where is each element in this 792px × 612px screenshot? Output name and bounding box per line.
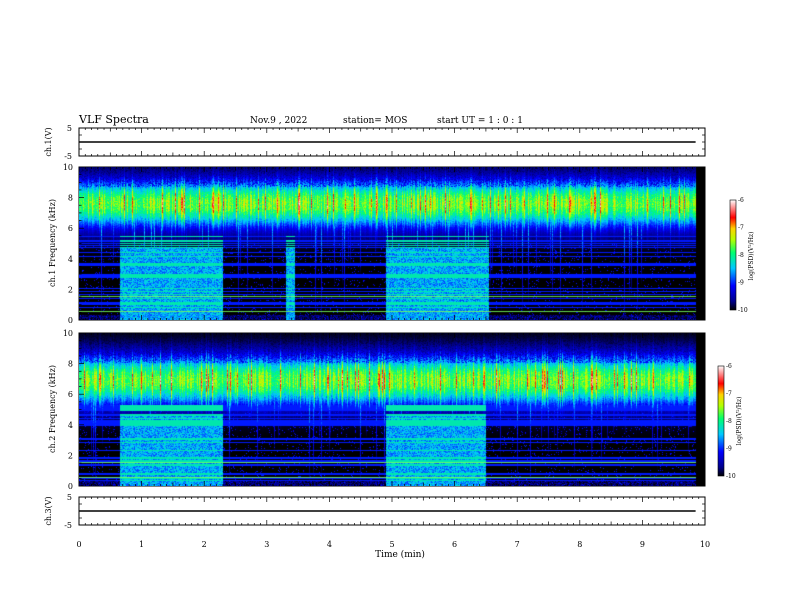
- date-label: Nov.9 , 2022: [250, 116, 307, 126]
- x-axis-label: Time (min): [375, 549, 425, 560]
- colorbar-tick-label: -7: [726, 391, 732, 398]
- ch1-colorbar-label: log(PSD)(V²/Hz): [748, 232, 755, 281]
- y-tick-label: 10: [63, 329, 73, 338]
- station-label: station= MOS: [343, 116, 407, 126]
- colorbar-tick-label: -9: [726, 446, 732, 453]
- colorbar-tick-label: -10: [726, 473, 736, 480]
- colorbar-tick-label: -10: [738, 307, 748, 314]
- figure-title: VLF Spectra: [78, 113, 149, 126]
- y-tick-label: 0: [68, 482, 73, 491]
- colorbar-tick-label: -6: [726, 363, 732, 370]
- x-tick-label: 9: [640, 540, 645, 549]
- ch2-spectrogram-ylabel: ch.2 Frequency (kHz): [48, 365, 57, 453]
- colorbar-tick-label: -8: [726, 418, 732, 425]
- ch1-voltage-ylabel: ch.1(V): [44, 127, 53, 156]
- x-tick-label: 6: [452, 540, 457, 549]
- y-tick-label: 6: [68, 390, 73, 399]
- x-tick-label: 0: [76, 540, 81, 549]
- y-tick-label: 4: [68, 255, 73, 264]
- colorbar-tick-label: -8: [738, 252, 744, 259]
- ch1-ytick-bottom: -5: [64, 152, 72, 161]
- ch2-colorbar: [717, 365, 725, 477]
- y-tick-label: 8: [68, 194, 73, 203]
- ch1-spectrogram-ylabel: ch.1 Frequency (kHz): [48, 199, 57, 287]
- y-tick-label: 2: [68, 451, 73, 460]
- y-tick-label: 10: [63, 163, 73, 172]
- x-tick-label: 1: [139, 540, 144, 549]
- ch1-spectrogram-image: [79, 167, 705, 320]
- y-tick-label: 8: [68, 360, 73, 369]
- start-time-label: start UT = 1 : 0 : 1: [437, 116, 523, 126]
- x-tick-label: 4: [327, 540, 332, 549]
- colorbar-tick-label: -6: [738, 197, 744, 204]
- ch3-ytick-bottom: -5: [64, 521, 72, 530]
- x-tick-label: 7: [515, 540, 520, 549]
- axis-ticks: 0 1 2 3 4 5 6 7 8 9 10 0 2 4 6 8 10 0 2 4 6 8 10: [63, 127, 710, 549]
- x-tick-label: 5: [389, 540, 394, 549]
- y-tick-label: 2: [68, 285, 73, 294]
- ch2-spectrogram-image: [79, 333, 705, 486]
- y-tick-label: 4: [68, 421, 73, 430]
- x-tick-label: 8: [577, 540, 582, 549]
- ch3-ytick-top: 5: [67, 493, 72, 502]
- y-tick-label: 0: [68, 316, 73, 325]
- x-tick-label: 2: [202, 540, 207, 549]
- ch2-colorbar-label: log(PSD)(V²/Hz): [736, 397, 743, 446]
- ch3-voltage-ylabel: ch.3(V): [44, 496, 53, 525]
- x-tick-label: 10: [700, 540, 710, 549]
- colorbar-tick-label: -9: [738, 280, 744, 287]
- ch1-ytick-top: 5: [67, 124, 72, 133]
- y-tick-label: 6: [68, 224, 73, 233]
- colorbar-tick-label: -7: [738, 225, 744, 232]
- x-tick-label: 3: [264, 540, 269, 549]
- ch1-colorbar: [729, 199, 737, 311]
